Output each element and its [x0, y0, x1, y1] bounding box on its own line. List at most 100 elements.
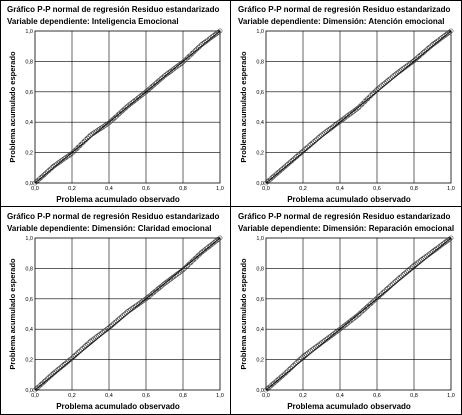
data-point — [122, 312, 127, 317]
data-point — [112, 115, 118, 120]
data-point — [115, 112, 121, 117]
data-point — [394, 70, 400, 76]
data-point — [366, 94, 372, 100]
data-point — [32, 180, 38, 186]
y-axis-label: Problema acumulado esperado — [239, 258, 248, 370]
y-tick-label: 0,8 — [25, 59, 33, 65]
data-point — [402, 270, 408, 276]
data-point — [436, 37, 442, 43]
data-point — [423, 253, 429, 259]
data-point — [152, 81, 158, 87]
data-point — [289, 158, 295, 163]
data-point — [423, 47, 429, 53]
x-tick-label: 0,6 — [373, 393, 381, 399]
data-point — [271, 380, 277, 386]
data-point — [211, 240, 217, 246]
y-tick-label: 0,0 — [256, 388, 264, 394]
data-point — [323, 129, 329, 135]
data-point — [38, 175, 44, 180]
data-point — [345, 113, 351, 119]
y-tick-label: 0,0 — [25, 181, 33, 187]
data-point — [268, 176, 274, 182]
data-point — [420, 50, 426, 56]
data-point — [118, 314, 124, 320]
data-point — [54, 368, 59, 374]
data-point — [112, 319, 118, 325]
data-point — [109, 322, 115, 328]
data-point — [199, 42, 204, 48]
data-point — [316, 135, 321, 141]
data-point — [51, 370, 56, 376]
data-point — [294, 154, 300, 159]
plot-frame — [265, 30, 452, 184]
data-point — [148, 292, 153, 298]
data-point — [46, 375, 52, 380]
x-tick-label: 0,4 — [336, 186, 344, 192]
data-point — [334, 329, 340, 334]
data-point — [272, 379, 278, 385]
data-point — [163, 280, 169, 285]
data-point — [196, 252, 201, 258]
data-point — [408, 265, 414, 271]
x-tick-label: 0,6 — [373, 186, 381, 192]
data-point — [390, 74, 395, 80]
data-point — [209, 34, 215, 40]
data-point — [416, 54, 421, 60]
data-point — [443, 32, 449, 37]
y-tick-label: 0,8 — [25, 266, 33, 272]
data-point — [434, 38, 440, 44]
data-point — [371, 298, 377, 304]
data-point — [203, 38, 209, 44]
data-point — [362, 99, 368, 105]
data-point — [274, 378, 280, 384]
figure-border-top — [0, 0, 462, 1]
data-point — [34, 386, 39, 391]
data-point — [171, 66, 177, 72]
data-point — [111, 116, 117, 122]
data-point — [391, 280, 397, 286]
data-point — [275, 169, 281, 175]
chart-subtitle: Variable dependiente: Inteligencia Emoci… — [7, 17, 179, 26]
data-point — [74, 146, 80, 152]
data-point — [428, 43, 434, 49]
data-point — [89, 337, 95, 343]
data-point — [80, 345, 86, 351]
data-point — [135, 95, 141, 101]
data-point — [419, 51, 425, 57]
data-point — [143, 89, 149, 95]
data-point — [74, 351, 80, 357]
data-point — [326, 334, 332, 340]
data-point — [319, 132, 324, 138]
data-point — [214, 30, 220, 36]
data-point — [202, 247, 207, 253]
data-point — [340, 116, 346, 122]
data-point — [279, 374, 284, 380]
data-point — [80, 140, 86, 146]
data-point — [154, 80, 160, 85]
y-tick-label: 0,2 — [256, 358, 264, 364]
data-point — [97, 332, 103, 337]
x-tick-label: 0,8 — [410, 393, 418, 399]
pp-plot-panel-4: Gráfico P-P normal de regresión Residuo … — [233, 208, 460, 412]
figure-divider-horizontal — [0, 206, 462, 207]
data-point — [390, 281, 395, 287]
data-point — [41, 172, 47, 178]
data-point — [94, 334, 100, 340]
data-point — [182, 58, 187, 64]
data-point — [308, 142, 314, 147]
data-point — [175, 63, 181, 68]
x-tick-label: 0,4 — [105, 393, 113, 399]
data-point — [38, 382, 44, 387]
data-point — [192, 255, 198, 261]
data-point — [333, 330, 338, 335]
x-tick-label: 0,2 — [299, 186, 307, 192]
data-point — [122, 106, 127, 112]
data-point — [151, 290, 157, 295]
data-point — [162, 73, 167, 79]
data-point — [172, 65, 178, 71]
data-point — [305, 350, 311, 356]
data-point — [188, 52, 194, 58]
data-point — [357, 103, 363, 109]
pp-plot-4: Gráfico P-P normal de regresión Residuo … — [238, 212, 455, 411]
data-point — [303, 351, 309, 357]
